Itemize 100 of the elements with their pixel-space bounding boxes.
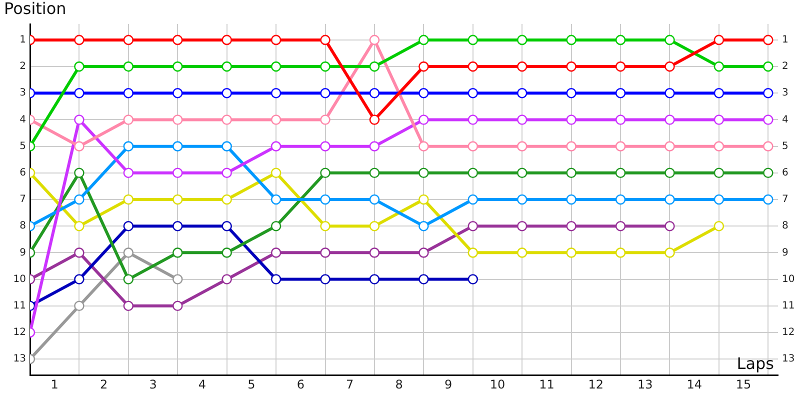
point <box>172 220 183 232</box>
y-tick-label: 10 <box>13 274 26 285</box>
point <box>123 168 134 178</box>
point <box>714 88 724 98</box>
x-tick-label: 1 <box>50 377 58 392</box>
point <box>74 141 84 152</box>
y2-tick-label: 5 <box>782 140 788 152</box>
point <box>172 34 183 46</box>
point <box>369 61 380 72</box>
point <box>369 220 380 232</box>
point <box>320 168 330 178</box>
point <box>418 141 429 152</box>
point <box>172 61 183 72</box>
point <box>222 220 232 232</box>
point <box>516 194 528 205</box>
y-tick-label: 2 <box>20 61 26 72</box>
y-tick-label: 6 <box>20 168 26 179</box>
point <box>516 61 528 72</box>
point <box>664 220 675 232</box>
point <box>468 88 478 98</box>
y-tick-label: 3 <box>20 88 26 99</box>
point <box>664 248 675 258</box>
point <box>172 141 183 152</box>
point <box>270 168 282 178</box>
point <box>123 61 134 72</box>
point <box>468 168 478 178</box>
point <box>566 168 576 178</box>
point <box>222 274 232 284</box>
x-tick-label: 6 <box>296 377 304 392</box>
point <box>320 141 330 152</box>
y-axis-title: Position <box>4 0 66 18</box>
point <box>123 114 134 125</box>
point <box>74 274 84 284</box>
point <box>566 88 576 98</box>
point <box>270 194 282 205</box>
point <box>320 194 330 205</box>
point <box>320 248 330 258</box>
point <box>320 220 330 232</box>
point <box>222 114 232 125</box>
point <box>566 141 576 152</box>
x-tick-label: 7 <box>346 377 354 392</box>
x-tick-label: 12 <box>588 377 604 392</box>
point <box>615 248 626 258</box>
point <box>763 168 774 178</box>
point <box>664 88 675 98</box>
point <box>714 114 724 125</box>
point <box>615 168 626 178</box>
point <box>468 34 478 46</box>
y-tick-label: 8 <box>20 220 26 232</box>
point <box>222 141 232 152</box>
point <box>615 61 626 72</box>
y2-tick-label: 2 <box>782 61 788 72</box>
point <box>566 34 576 46</box>
point <box>369 168 380 178</box>
point <box>566 61 576 72</box>
point <box>418 168 429 178</box>
point <box>418 248 429 258</box>
point <box>714 141 724 152</box>
point <box>566 220 576 232</box>
point <box>172 248 183 258</box>
point <box>615 194 626 205</box>
point <box>270 88 282 98</box>
point <box>369 248 380 258</box>
y2-tick-label: 7 <box>782 194 788 206</box>
point <box>516 141 528 152</box>
x-tick-label: 10 <box>490 377 506 392</box>
point <box>418 88 429 98</box>
point <box>763 141 774 152</box>
point <box>172 194 183 205</box>
y-tick-label: 11 <box>13 300 26 312</box>
x-tick-label: 9 <box>444 377 452 392</box>
point <box>74 88 84 98</box>
point <box>74 300 84 312</box>
point <box>468 61 478 72</box>
point <box>714 168 724 178</box>
point <box>566 114 576 125</box>
point <box>74 194 84 205</box>
point <box>516 248 528 258</box>
x-tick-label: 4 <box>198 377 206 392</box>
point <box>270 248 282 258</box>
point <box>74 34 84 46</box>
y2-tick-label: 4 <box>782 114 788 126</box>
point <box>468 141 478 152</box>
point <box>172 300 183 312</box>
point <box>763 34 774 46</box>
point <box>615 34 626 46</box>
y2-tick-label: 1 <box>782 34 788 46</box>
point <box>222 61 232 72</box>
x-tick-label: 11 <box>539 377 554 392</box>
point <box>664 194 675 205</box>
point <box>320 61 330 72</box>
point <box>369 34 380 46</box>
point <box>516 114 528 125</box>
point <box>763 88 774 98</box>
point <box>172 168 183 178</box>
x-tick-label: 13 <box>637 377 653 392</box>
point <box>763 114 774 125</box>
point <box>270 141 282 152</box>
point <box>123 220 134 232</box>
point <box>123 300 134 312</box>
